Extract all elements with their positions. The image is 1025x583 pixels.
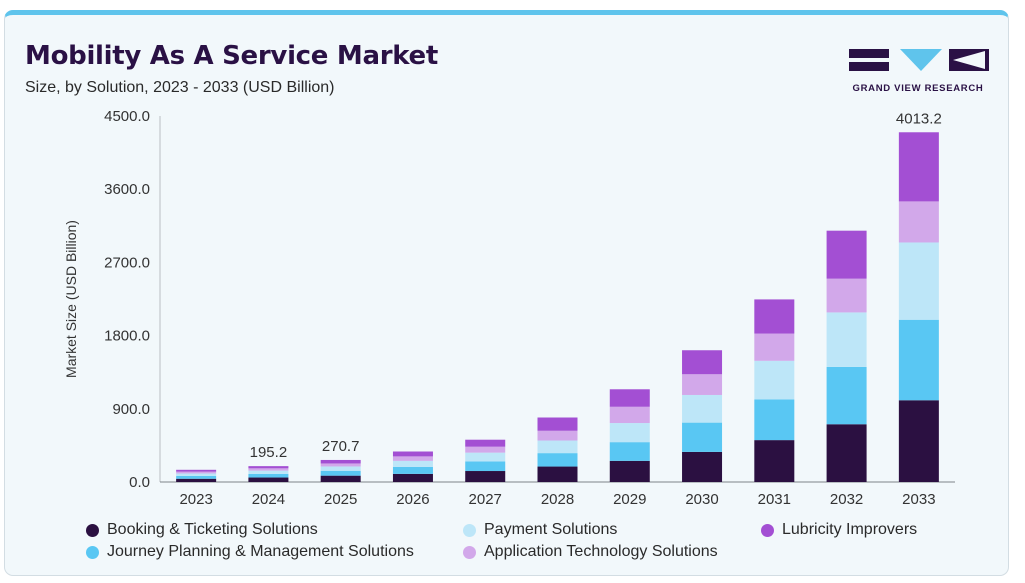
bar-segment-2028-1: [537, 453, 578, 467]
y-tick-label: 0.0: [129, 474, 150, 491]
bar-segment-2025-1: [320, 470, 361, 476]
bar-segment-2027-0: [465, 471, 506, 482]
y-tick-label: 3600.0: [104, 181, 150, 198]
bar-segment-2029-1: [609, 442, 650, 461]
bar-segment-2024-1: [248, 473, 289, 478]
bar-segment-2033-0: [898, 400, 939, 482]
bar-segment-2028-2: [537, 440, 578, 454]
bar-segment-2030-1: [682, 422, 723, 452]
bar-segment-2031-2: [754, 360, 795, 400]
bar-segment-2033-4: [898, 132, 939, 202]
logo-mark-icon: [849, 49, 989, 71]
x-tick-label: 2023: [179, 491, 212, 508]
bar-segment-2032-1: [826, 366, 867, 425]
bar-segment-2027-4: [465, 439, 506, 447]
bar-segment-2031-1: [754, 399, 795, 441]
bar-segment-2031-4: [754, 299, 795, 334]
bar-segment-2025-4: [320, 459, 361, 464]
bar-segment-2026-2: [392, 460, 433, 467]
y-tick-label: 1800.0: [104, 328, 150, 345]
grand-view-research-logo: GRAND VIEW RESEARCH: [845, 45, 995, 97]
y-tick-label: 900.0: [112, 401, 150, 418]
bar-segment-2030-0: [682, 451, 723, 482]
x-tick-label: 2033: [902, 491, 935, 508]
bar-segment-2029-2: [609, 423, 650, 443]
bar-segment-2023-3: [176, 471, 217, 474]
bar-segment-2029-0: [609, 460, 650, 482]
bar-segment-2023-0: [176, 478, 217, 482]
bar-segment-2032-2: [826, 312, 867, 367]
bar-segment-2025-2: [320, 466, 361, 471]
x-tick-label: 2029: [613, 491, 646, 508]
bar-segment-2030-4: [682, 350, 723, 375]
x-tick-label: 2026: [396, 491, 429, 508]
y-axis-label: Market Size (USD Billion): [63, 220, 79, 378]
bar-segment-2028-4: [537, 417, 578, 431]
bar-segment-2026-3: [392, 456, 433, 461]
page-subtitle: Size, by Solution, 2023 - 2033 (USD Bill…: [25, 79, 335, 96]
bar-segment-2033-2: [898, 242, 939, 320]
data-label: 4013.2: [896, 110, 942, 127]
bar-segment-2027-1: [465, 461, 506, 472]
bar-segment-2024-4: [248, 466, 289, 469]
x-tick-label: 2031: [758, 491, 791, 508]
bar-segment-2028-0: [537, 466, 578, 482]
data-label: 195.2: [250, 444, 288, 461]
bar-segment-2026-4: [392, 451, 433, 457]
bar-segment-2033-3: [898, 201, 939, 243]
bar-segment-2024-2: [248, 470, 289, 474]
page-title: Mobility As A Service Market: [25, 41, 438, 71]
bar-segment-2024-3: [248, 468, 289, 471]
bar-segment-2032-0: [826, 424, 867, 482]
bar-segment-2023-2: [176, 473, 217, 476]
bar-segment-2024-0: [248, 477, 289, 482]
x-tick-label: 2032: [830, 491, 863, 508]
bar-segment-2031-3: [754, 333, 795, 361]
bar-segment-2030-3: [682, 374, 723, 395]
bar-segment-2023-4: [176, 469, 217, 472]
y-tick-label: 2700.0: [104, 254, 150, 271]
bar-segment-2030-2: [682, 394, 723, 423]
bar-segment-2023-1: [176, 475, 217, 479]
data-label: 270.7: [322, 438, 360, 455]
bar-segment-2029-4: [609, 389, 650, 407]
x-tick-label: 2030: [685, 491, 718, 508]
bar-segment-2029-3: [609, 406, 650, 424]
bar-segment-2032-4: [826, 230, 867, 279]
y-tick-label: 4500.0: [104, 108, 150, 125]
bar-segment-2027-2: [465, 452, 506, 462]
x-tick-label: 2025: [324, 491, 357, 508]
bar-segment-2032-3: [826, 278, 867, 313]
x-tick-label: 2028: [541, 491, 574, 508]
x-tick-label: 2024: [252, 491, 285, 508]
x-tick-label: 2027: [469, 491, 502, 508]
logo-text: GRAND VIEW RESEARCH: [852, 83, 984, 94]
bar-segment-2028-3: [537, 430, 578, 441]
bar-segment-2025-3: [320, 463, 361, 467]
bar-segment-2026-0: [392, 473, 433, 482]
bar-segment-2025-0: [320, 475, 361, 482]
bar-segment-2033-1: [898, 319, 939, 401]
bar-segment-2031-0: [754, 440, 795, 482]
bar-segment-2027-3: [465, 446, 506, 453]
bar-segment-2026-1: [392, 466, 433, 474]
